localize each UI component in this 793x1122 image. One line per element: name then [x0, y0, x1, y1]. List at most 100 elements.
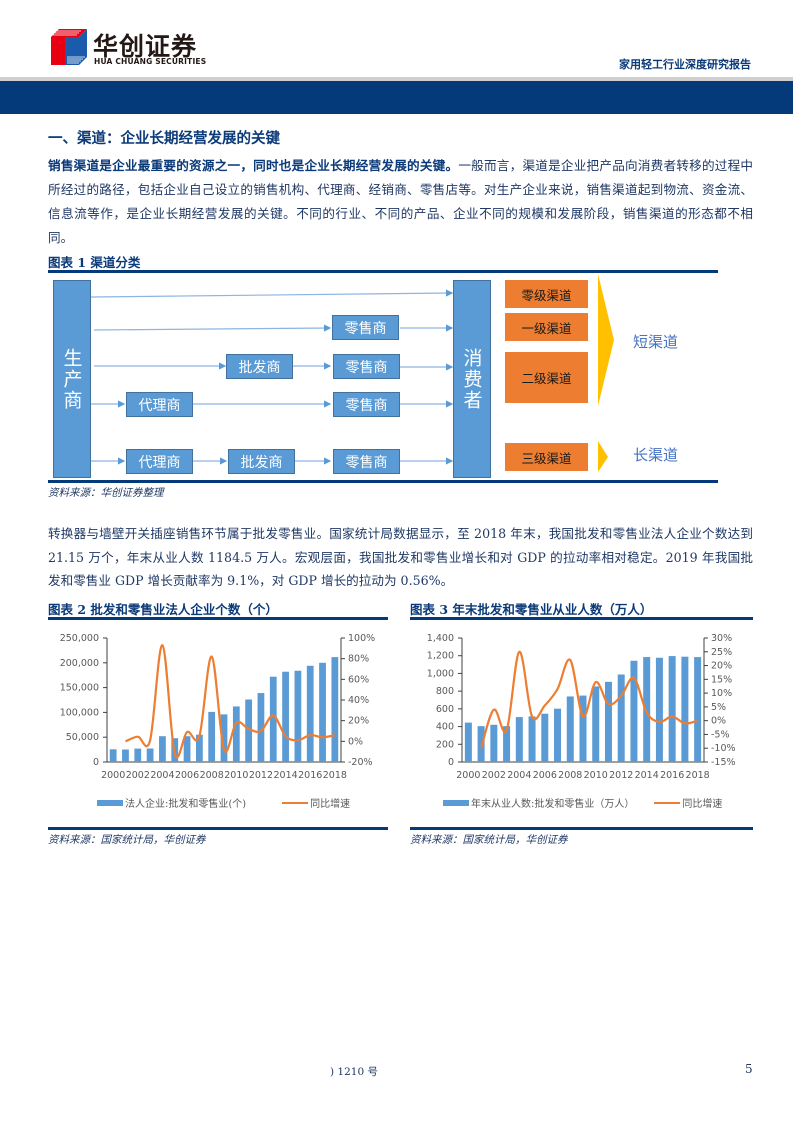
- chart1-legend: 法人企业:批发和零售业(个) 同比增速: [97, 795, 350, 810]
- intro-paragraph-bold: 销售渠道是企业最重要的资源之一，同时也是企业长期经营发展的关键。: [48, 158, 459, 173]
- line-legend-swatch: [282, 801, 309, 804]
- chart-employees: 0 200 400 600 800 1,000 1,200 1,400 -15% -10% -5% 0…: [427, 633, 736, 781]
- svg-text:0%: 0%: [711, 716, 726, 727]
- figure1-top-rule: [48, 270, 718, 273]
- svg-text:25%: 25%: [711, 647, 732, 658]
- svg-text:2004: 2004: [507, 770, 531, 781]
- logo-english-name: HUA CHUANG SECURITIES: [94, 57, 207, 66]
- svg-text:200,000: 200,000: [60, 658, 99, 669]
- long-channel-arrow-icon: [598, 441, 608, 472]
- header-divider: [0, 77, 793, 81]
- intro-paragraph-text: 一般而言，渠道是企业把产品向消费者转移的过程中所经过的路径，包括企业自己设立的销…: [48, 158, 754, 245]
- level-0-channel: 零级渠道: [505, 280, 588, 308]
- section-heading: 一、渠道：企业长期经营发展的关键: [48, 130, 280, 147]
- line-legend-label: 同比增速: [310, 799, 351, 810]
- report-title: 家用轻工行业深度研究报告: [619, 58, 751, 71]
- svg-text:2014: 2014: [273, 770, 297, 781]
- svg-text:2006: 2006: [533, 770, 557, 781]
- retailer-box-1: 零售商: [332, 315, 399, 340]
- long-channel-label: 长渠道: [633, 446, 679, 464]
- svg-text:-20%: -20%: [348, 757, 373, 768]
- svg-text:100,000: 100,000: [60, 707, 99, 718]
- figure2-source: 资料来源：国家统计局，华创证券: [48, 834, 206, 846]
- svg-text:2018: 2018: [323, 770, 347, 781]
- figure3-title: 图表 3 年末批发和零售业从业人数（万人）: [410, 602, 653, 617]
- svg-text:400: 400: [436, 722, 454, 733]
- level-1-channel: 一级渠道: [505, 313, 588, 341]
- wholesaler-box-2: 批发商: [228, 449, 295, 474]
- svg-text:2004: 2004: [150, 770, 174, 781]
- svg-text:20%: 20%: [711, 661, 732, 672]
- level-3-channel: 三级渠道: [505, 443, 588, 471]
- svg-text:60%: 60%: [348, 674, 369, 685]
- retailer-box-2: 零售商: [333, 354, 400, 379]
- svg-text:80%: 80%: [348, 654, 369, 665]
- logo-chinese-name: 华创证券: [93, 32, 198, 61]
- figure2-bottom-rule: [48, 827, 388, 830]
- svg-text:1,400: 1,400: [427, 633, 454, 644]
- logo-cube-icon: [51, 29, 87, 65]
- svg-text:2006: 2006: [175, 770, 199, 781]
- footer-license: ) 1210 号: [330, 1066, 378, 1078]
- bar-legend-swatch: [97, 799, 123, 806]
- wholesaler-box-1: 批发商: [226, 354, 293, 379]
- svg-text:2008: 2008: [200, 770, 224, 781]
- agent-box-2: 代理商: [126, 449, 193, 474]
- svg-text:2012: 2012: [249, 770, 273, 781]
- agent-box-1: 代理商: [126, 392, 193, 417]
- svg-text:0: 0: [448, 757, 454, 768]
- figure3-source: 资料来源：国家统计局，华创证券: [410, 834, 568, 846]
- figure2-top-rule: [48, 617, 388, 620]
- svg-text:800: 800: [436, 686, 454, 697]
- bar-legend-swatch: [443, 799, 469, 806]
- consumer-box: 消费者: [453, 280, 491, 478]
- svg-text:50,000: 50,000: [66, 732, 99, 743]
- bar-legend-label: 年末从业人数:批发和零售业（万人）: [471, 799, 635, 810]
- figure1-title: 图表 1 渠道分类: [48, 255, 141, 270]
- svg-text:150,000: 150,000: [60, 683, 99, 694]
- svg-text:40%: 40%: [348, 695, 369, 706]
- svg-text:2002: 2002: [482, 770, 506, 781]
- svg-text:2000: 2000: [456, 770, 480, 781]
- svg-text:0: 0: [93, 757, 99, 768]
- svg-text:2012: 2012: [609, 770, 633, 781]
- short-channel-arrow-icon: [598, 274, 614, 406]
- svg-text:2010: 2010: [224, 770, 248, 781]
- page-number: 5: [745, 1062, 753, 1076]
- figure1-source: 资料来源：华创证券整理: [48, 487, 164, 499]
- chart2-legend: 年末从业人数:批发和零售业（万人） 同比增速: [443, 795, 722, 810]
- diagram-arrows: [90, 274, 614, 472]
- figure1-bottom-rule: [48, 480, 718, 483]
- chart-enterprises: 0 50,000 100,000 150,000 200,000 250,000 -20% 0…: [60, 633, 375, 781]
- svg-text:2000: 2000: [101, 770, 125, 781]
- svg-text:2014: 2014: [635, 770, 659, 781]
- svg-text:100%: 100%: [348, 633, 375, 644]
- svg-text:1,000: 1,000: [427, 668, 454, 679]
- short-channel-label: 短渠道: [633, 333, 679, 351]
- svg-text:200: 200: [436, 739, 454, 750]
- svg-text:1,200: 1,200: [427, 651, 454, 662]
- body-paragraph-2: 转换器与墙壁开关插座销售环节属于批发零售业。国家统计局数据显示，至 2018 年…: [48, 526, 753, 588]
- svg-text:-10%: -10%: [711, 743, 736, 754]
- intro-paragraph: 销售渠道是企业最重要的资源之一，同时也是企业长期经营发展的关键。一般而言，渠道是…: [48, 154, 753, 250]
- svg-text:600: 600: [436, 704, 454, 715]
- svg-text:2016: 2016: [298, 770, 322, 781]
- svg-text:-15%: -15%: [711, 757, 736, 768]
- svg-text:2016: 2016: [660, 770, 684, 781]
- figure3-bottom-rule: [410, 827, 753, 830]
- producer-box: 生产商: [53, 280, 91, 478]
- header-band: [0, 81, 793, 114]
- svg-text:20%: 20%: [348, 716, 369, 727]
- level-2-channel: 二级渠道: [505, 352, 588, 403]
- line-legend-label: 同比增速: [682, 799, 723, 810]
- svg-text:15%: 15%: [711, 674, 732, 685]
- figure3-top-rule: [410, 617, 753, 620]
- line-legend-swatch: [654, 801, 681, 804]
- svg-text:2018: 2018: [686, 770, 710, 781]
- svg-text:-5%: -5%: [711, 729, 730, 740]
- svg-text:2010: 2010: [584, 770, 608, 781]
- retailer-box-4: 零售商: [333, 449, 400, 474]
- svg-text:30%: 30%: [711, 633, 732, 644]
- svg-text:10%: 10%: [711, 688, 732, 699]
- svg-text:2002: 2002: [126, 770, 150, 781]
